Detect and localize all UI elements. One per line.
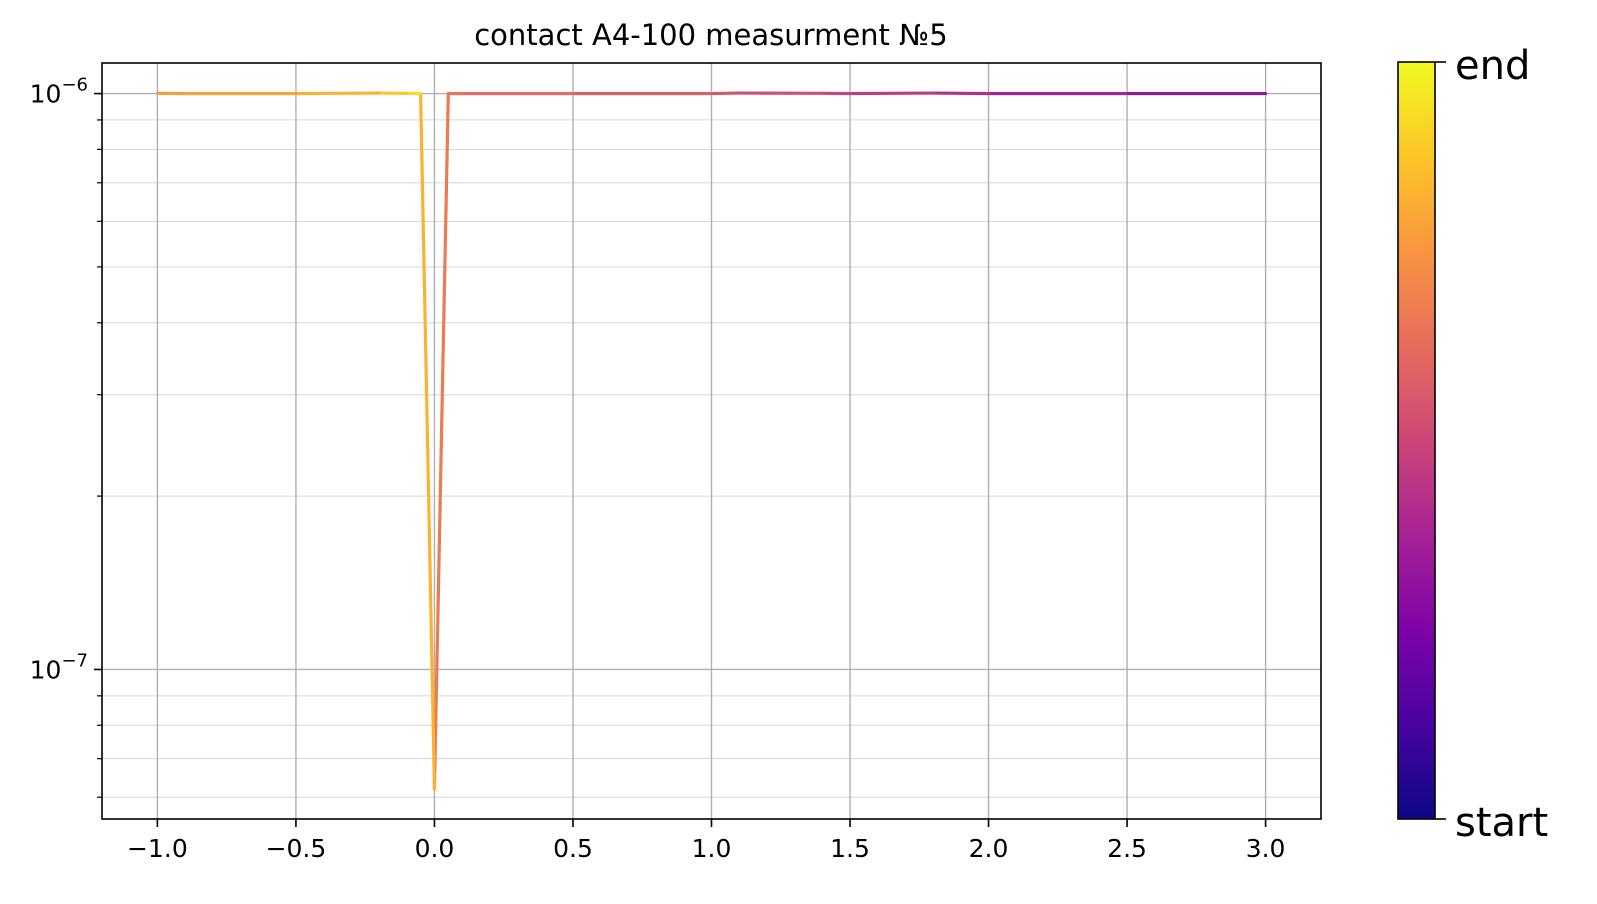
x-tick-label: 1.5 (830, 834, 870, 863)
y-axis-ticks: 10−6 10−7 (30, 75, 102, 798)
x-tick-label: 0.0 (415, 834, 455, 863)
x-tick-label: −1.0 (127, 834, 188, 863)
x-tick-label: −0.5 (266, 834, 327, 863)
colorbar-start-label: start (1455, 800, 1548, 846)
chart-title: contact A4-100 measurment №5 (474, 18, 948, 52)
x-tick-label: 2.0 (969, 834, 1009, 863)
x-tick-label: 3.0 (1246, 834, 1286, 863)
colorbar (1398, 62, 1435, 819)
x-tick-label: 2.5 (1107, 834, 1147, 863)
y-tick-label: 10−6 (30, 75, 88, 109)
x-tick-label: 1.0 (692, 834, 732, 863)
series-1-segment (434, 94, 448, 789)
series-2-segment (421, 94, 435, 789)
major-grid (102, 63, 1321, 819)
colorbar-end-label: end (1455, 43, 1530, 89)
x-axis-ticks: −1.0 −0.5 0.0 0.5 1.0 1.5 2.0 2.5 3.0 (127, 819, 1285, 863)
x-tick-label: 0.5 (553, 834, 593, 863)
y-tick-label: 10−7 (30, 650, 88, 684)
